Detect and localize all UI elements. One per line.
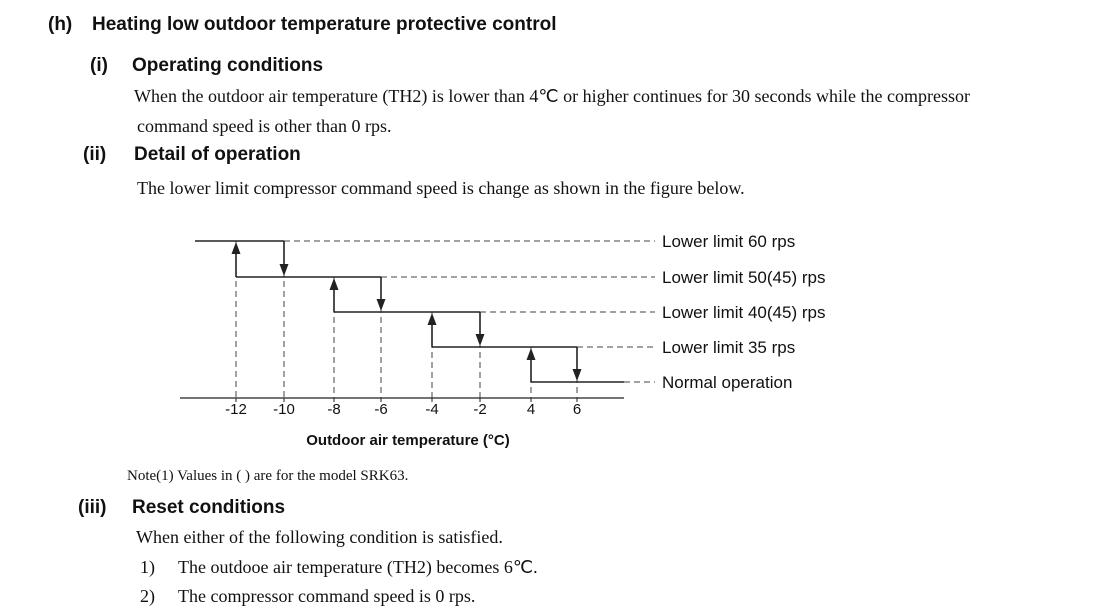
level-label: Normal operation — [662, 373, 792, 392]
detail-title: Detail of operation — [134, 144, 301, 165]
arrow-up-icon — [231, 242, 241, 254]
operating-conditions-line2: command speed is other than 0 rps. — [137, 116, 392, 136]
level-label: Lower limit 40(45) rps — [662, 303, 825, 322]
note-text: Note(1) Values in ( ) are for the model … — [127, 468, 409, 484]
reset-title: Reset conditions — [132, 497, 286, 518]
level-label: Lower limit 50(45) rps — [662, 268, 825, 287]
x-tick-label: 4 — [527, 401, 535, 418]
arrow-up-icon — [427, 313, 437, 325]
reset-item-number: 1) — [140, 557, 155, 577]
level-label: Lower limit 60 rps — [662, 232, 795, 251]
reset-intro: When either of the following condition i… — [136, 527, 503, 547]
operating-conditions-label: (i) — [90, 55, 108, 76]
chart-x-axis-label: Outdoor air temperature (°C) — [306, 432, 510, 449]
operating-conditions-title: Operating conditions — [132, 55, 324, 76]
x-tick-label: -10 — [273, 401, 295, 418]
level-label: Lower limit 35 rps — [662, 338, 795, 357]
reset-label: (iii) — [78, 497, 107, 518]
chart-step-lines — [180, 240, 624, 399]
x-tick-label: 6 — [573, 401, 581, 418]
arrow-down-icon — [572, 369, 582, 381]
x-tick-label: -6 — [374, 401, 387, 418]
section-label: (h) — [48, 14, 73, 35]
x-tick-label: -2 — [473, 401, 486, 418]
reset-item-text: The compressor command speed is 0 rps. — [178, 586, 476, 606]
detail-label: (ii) — [83, 144, 107, 165]
arrow-up-icon — [329, 278, 339, 290]
reset-item-text: The outdooe air temperature (TH2) become… — [178, 557, 538, 577]
chart-arrows — [231, 241, 582, 382]
reset-item-number: 2) — [140, 586, 155, 606]
x-tick-label: -12 — [225, 401, 247, 418]
chart-level-labels: Lower limit 60 rps Lower limit 50(45) rps… — [662, 232, 825, 392]
arrow-down-icon — [376, 299, 386, 311]
x-tick-label: -8 — [327, 401, 340, 418]
x-tick-label: -4 — [425, 401, 438, 418]
section-title: Heating low outdoor temperature protecti… — [92, 14, 557, 35]
arrow-down-icon — [279, 264, 289, 276]
chart-guide-lines — [235, 240, 655, 398]
detail-text: The lower limit compressor command speed… — [137, 178, 745, 198]
operating-conditions-line1: When the outdoor air temperature (TH2) i… — [134, 86, 970, 106]
arrow-down-icon — [475, 334, 485, 346]
arrow-up-icon — [526, 348, 536, 360]
chart-ticks: -12 -10 -8 -6 -4 -2 4 6 — [225, 398, 581, 418]
